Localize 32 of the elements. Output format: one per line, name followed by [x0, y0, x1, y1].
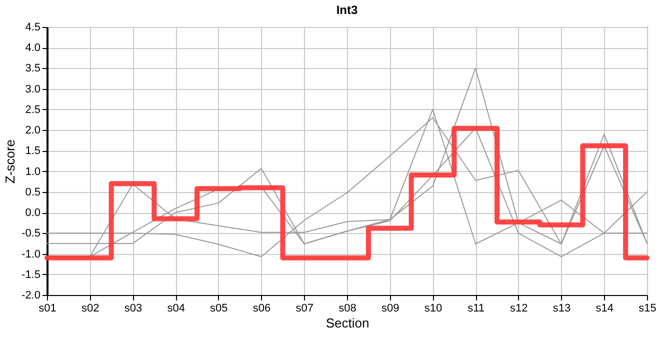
y-tick-label: -1.5 — [22, 268, 40, 281]
y-tick-label: 0.0 — [25, 207, 40, 220]
x-tick-label: s12 — [510, 302, 528, 314]
x-tick-label: s09 — [381, 302, 400, 314]
x-tick-label: s05 — [210, 302, 228, 314]
chart-title: Int3 — [336, 3, 358, 17]
x-tick-label: s01 — [38, 302, 56, 314]
x-tick-label: s14 — [596, 302, 614, 314]
y-tick-label: 4.0 — [25, 42, 40, 54]
y-tick-label: -1.0 — [22, 248, 40, 260]
y-tick-label: 3.0 — [25, 83, 40, 96]
y-tick-label: 1.5 — [25, 145, 40, 158]
x-tick-label: s02 — [81, 302, 100, 314]
x-tick-label: s07 — [296, 302, 314, 314]
x-tick-label: s04 — [167, 302, 185, 314]
x-tick-label: s03 — [124, 302, 142, 314]
x-tick-label: s08 — [338, 302, 356, 314]
x-tick-label: s13 — [552, 302, 571, 314]
y-tick-label: 2.5 — [25, 104, 40, 116]
x-tick-label: s15 — [638, 302, 656, 314]
x-tick-label: s11 — [468, 302, 485, 314]
y-tick-label: 2.0 — [25, 124, 40, 137]
y-axis-title: Z-score — [2, 139, 18, 184]
y-tick-label: 1.0 — [25, 166, 40, 178]
x-axis-title: Section — [326, 316, 370, 330]
y-tick-label: 0.5 — [25, 186, 40, 198]
y-tick-label: 3.5 — [25, 62, 40, 75]
y-tick-label: -2.0 — [22, 290, 40, 302]
y-tick-label: 4.5 — [25, 22, 40, 34]
y-tick-label: -0.5 — [22, 228, 40, 240]
x-tick-label: s10 — [424, 302, 442, 314]
x-tick-label: s06 — [252, 302, 271, 314]
